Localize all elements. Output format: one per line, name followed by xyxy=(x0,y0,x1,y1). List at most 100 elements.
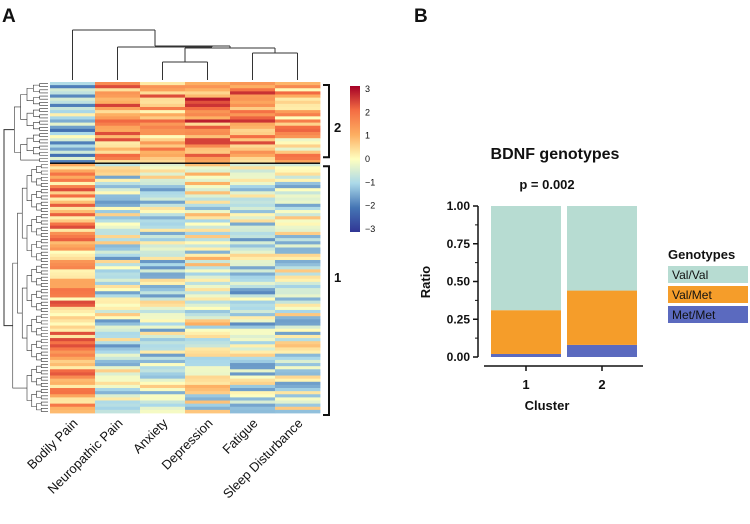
heatmap-cell xyxy=(95,397,141,401)
heatmap-cell xyxy=(275,366,321,370)
heatmap-cell xyxy=(230,147,276,152)
heatmap-cell xyxy=(140,259,186,264)
heatmap-cell xyxy=(140,131,186,136)
heatmap-cell xyxy=(185,369,231,373)
heatmap-cell xyxy=(185,403,231,408)
heatmap-cell xyxy=(50,122,96,127)
dendrogram-branch xyxy=(40,233,48,237)
dendrogram-branch xyxy=(40,301,48,306)
heatmap-cell xyxy=(140,206,186,211)
row-dendrogram xyxy=(3,83,48,412)
heatmap-cell xyxy=(95,331,141,336)
heatmap-cell xyxy=(185,185,231,189)
heatmap-cell xyxy=(140,116,186,120)
heatmap-cell xyxy=(275,219,321,223)
heatmap-cell xyxy=(230,175,276,180)
heatmap-cell xyxy=(185,356,231,361)
stacked-bar-chart: 1 2 0.00 0.25 0.50 0.75 1.00 xyxy=(447,199,643,392)
heatmap-cell xyxy=(50,263,96,267)
heatmap-cell xyxy=(140,397,186,401)
heatmap-cell xyxy=(140,128,186,133)
heatmap-cell xyxy=(185,272,231,277)
column-label: Sleep Disturbance xyxy=(220,416,306,502)
heatmap-cell xyxy=(95,110,141,114)
heatmap-cell xyxy=(230,344,276,348)
heatmap-cell xyxy=(185,316,231,320)
heatmap-cell xyxy=(95,409,141,414)
heatmap-cell xyxy=(95,263,141,267)
heatmap-cell xyxy=(185,203,231,208)
heatmap-cell xyxy=(95,244,141,248)
heatmap-cell xyxy=(185,328,231,333)
heatmap-cell xyxy=(50,341,96,345)
heatmap-cell xyxy=(185,313,231,317)
heatmap-cell xyxy=(95,197,141,202)
dendrogram-branch xyxy=(39,83,48,87)
heatmap-cell xyxy=(95,113,141,117)
heatmap-cell xyxy=(275,288,321,292)
heatmap-cell xyxy=(275,97,321,102)
heatmap-cell xyxy=(95,381,141,386)
bar-segment xyxy=(491,310,561,354)
heatmap-cell xyxy=(275,303,321,308)
heatmap-cell xyxy=(185,200,231,205)
heatmap-cell xyxy=(50,334,96,339)
dendrogram-branch xyxy=(40,176,48,181)
heatmap-cell xyxy=(230,194,276,198)
heatmap-cell xyxy=(95,294,141,298)
heatmap-cell xyxy=(230,144,276,148)
heatmap-cell xyxy=(230,238,276,242)
heatmap-cell xyxy=(275,344,321,348)
heatmap-cell xyxy=(185,94,231,99)
heatmap-cell xyxy=(230,297,276,301)
heatmap-cell xyxy=(185,344,231,348)
heatmap-cell xyxy=(275,213,321,217)
heatmap-cell xyxy=(50,338,96,342)
colorbar-tick-label: 1 xyxy=(365,131,370,141)
heatmap-cell xyxy=(185,160,231,164)
heatmap-cell xyxy=(230,350,276,355)
heatmap-cell xyxy=(140,297,186,301)
heatmap-cell xyxy=(185,128,231,133)
heatmap-cell xyxy=(230,288,276,292)
heatmap-cell xyxy=(185,288,231,292)
column-label: Fatigue xyxy=(219,416,260,457)
heatmap-cell xyxy=(50,313,96,317)
dendrogram-branch xyxy=(39,139,48,144)
heatmap-cell xyxy=(95,375,141,380)
heatmap-cell xyxy=(50,369,96,373)
bar-segment xyxy=(567,290,637,345)
heatmap-cell xyxy=(275,88,321,92)
heatmap-cell xyxy=(140,378,186,383)
dendrogram-branch xyxy=(40,383,48,387)
heatmap-cell xyxy=(140,281,186,286)
colorbar-tick-label: −1 xyxy=(365,177,375,187)
y-tick-label: 0.50 xyxy=(447,275,471,289)
heatmap-cell xyxy=(185,278,231,283)
heatmap-cell xyxy=(275,113,321,117)
heatmap-cell xyxy=(50,147,96,152)
dendrogram-branch xyxy=(33,134,40,142)
heatmap-cell xyxy=(230,200,276,205)
dendrogram-branch xyxy=(31,319,37,333)
heatmap-cell xyxy=(50,131,96,136)
heatmap-cell xyxy=(275,100,321,105)
heatmap-cell xyxy=(140,125,186,130)
dendrogram-branch xyxy=(39,126,48,131)
heatmap-cell xyxy=(140,381,186,386)
heatmap-cell xyxy=(50,91,96,95)
heatmap-cell xyxy=(275,381,321,386)
dendrogram-branch xyxy=(36,240,42,248)
dendrogram-branch xyxy=(26,375,32,401)
heatmap-cell xyxy=(230,216,276,220)
heatmap-cell xyxy=(95,253,141,258)
heatmap-cell xyxy=(140,403,186,408)
heatmap-cell xyxy=(275,263,321,267)
heatmap-cell xyxy=(275,175,321,180)
heatmap-cell xyxy=(95,94,141,99)
heatmap-cell xyxy=(185,334,231,339)
dendrogram-branch xyxy=(33,147,40,155)
dendrogram-branch xyxy=(36,378,42,386)
heatmap-cell xyxy=(50,347,96,351)
heatmap-cell xyxy=(275,350,321,355)
